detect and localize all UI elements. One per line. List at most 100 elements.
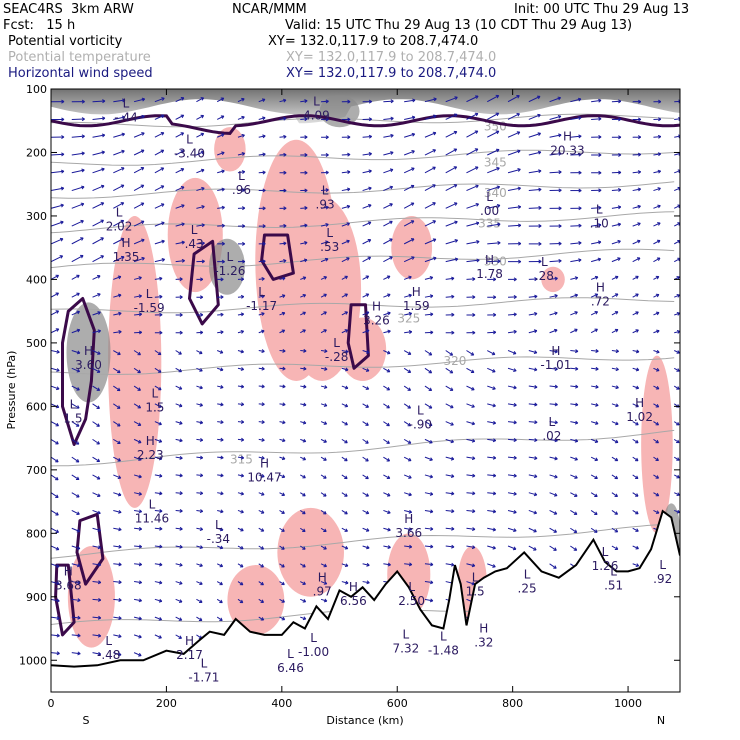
wind-vector: [611, 350, 619, 352]
wind-vector-head: [77, 580, 81, 585]
wind-vector-head: [429, 509, 434, 514]
wind-vector: [570, 225, 582, 227]
wind-vector-head: [118, 652, 122, 657]
x-tick-label: 400: [271, 697, 292, 710]
wind-vector: [611, 492, 618, 497]
wind-vector: [196, 509, 203, 512]
wind-vector-head: [618, 152, 622, 157]
wind-vector: [466, 350, 474, 356]
wind-vector-head: [637, 204, 641, 209]
wind-vector: [528, 474, 538, 478]
wind-vector-head: [302, 492, 306, 497]
wind-vector: [279, 260, 287, 263]
wind-vector-head: [657, 204, 661, 209]
wind-vector-head: [117, 458, 121, 462]
wind-vector: [653, 385, 660, 390]
wind-vector-head: [428, 405, 433, 409]
wind-vector-head: [634, 475, 639, 480]
wind-vector: [673, 367, 680, 372]
wind-vector-head: [96, 405, 100, 409]
extremum-value: 7.32: [393, 642, 420, 656]
wind-vector: [424, 257, 437, 263]
y-tick-label: 300: [26, 210, 47, 223]
wind-vector-head: [574, 420, 579, 425]
wind-vector: [653, 276, 660, 280]
wind-vector-head: [283, 134, 287, 139]
wind-vector-head: [159, 491, 163, 496]
wind-vector-head: [221, 259, 225, 264]
wind-vector: [154, 97, 165, 103]
wind-vector: [133, 220, 145, 227]
wind-vector-head: [655, 275, 660, 280]
wind-vector: [611, 206, 621, 209]
wind-vector-head: [553, 511, 558, 515]
wind-vector: [279, 117, 287, 120]
wind-vector: [445, 166, 457, 174]
wind-vector-head: [534, 438, 538, 443]
wind-vector-head: [386, 440, 390, 444]
wind-vector-head: [368, 134, 373, 139]
wind-vector-head: [472, 312, 476, 317]
wind-vector-head: [121, 115, 126, 120]
wind-vector: [528, 367, 538, 371]
wind-vector: [237, 421, 244, 423]
wind-vector-head: [97, 275, 101, 279]
wind-vector-head: [365, 368, 370, 372]
wind-vector: [383, 168, 394, 174]
wind-vector: [528, 295, 538, 298]
wind-vector: [300, 350, 307, 352]
wind-vector-head: [260, 528, 265, 532]
wind-vector: [51, 274, 59, 280]
wind-vector-head: [138, 580, 143, 585]
wind-vector-head: [55, 310, 60, 314]
wind-vector-head: [428, 369, 433, 374]
wind-vector-head: [220, 312, 224, 317]
wind-vector-head: [240, 509, 244, 514]
wind-vector-head: [59, 237, 64, 242]
wind-vector: [549, 312, 558, 316]
extremum-marker: H: [551, 344, 560, 358]
extremum-marker: H: [404, 512, 413, 526]
wind-vector: [175, 527, 183, 530]
wind-vector-head: [181, 240, 185, 245]
wind-vector-head: [407, 387, 411, 391]
wind-vector-head: [345, 580, 349, 585]
wind-vector-head: [635, 385, 640, 390]
y-tick-label: 900: [26, 591, 47, 604]
wind-vector: [133, 367, 141, 374]
wind-vector-head: [160, 149, 165, 154]
pv-shade-region: [339, 317, 387, 381]
wind-vector: [154, 385, 162, 391]
wind-vector: [175, 223, 185, 227]
wind-vector: [362, 329, 370, 334]
wind-vector: [673, 474, 680, 479]
extremum-marker: H: [260, 456, 269, 470]
wind-vector: [51, 474, 59, 481]
extremum-value: .92: [653, 572, 672, 586]
wind-vector: [237, 598, 244, 604]
wind-vector: [445, 148, 457, 156]
wind-vector: [92, 563, 101, 566]
wind-vector-head: [138, 276, 142, 280]
wind-vector: [445, 239, 458, 245]
wind-vector: [237, 509, 244, 513]
wind-vector-head: [96, 369, 101, 373]
wind-vector: [71, 652, 81, 655]
wind-vector: [611, 421, 619, 425]
wind-vector: [71, 350, 81, 354]
dynamic-tropopause: [51, 114, 680, 135]
extremum-marker: L: [659, 558, 666, 572]
isentrope-label: 345: [484, 155, 507, 169]
wind-vector-head: [475, 184, 479, 189]
wind-vector: [300, 598, 306, 603]
field-xy-pv: XY= 132.0,117.9 to 208.7,474.0: [268, 34, 479, 49]
wind-vector: [113, 312, 122, 316]
extremum-marker: L: [403, 628, 410, 642]
wind-vector: [300, 421, 307, 424]
field-name-wind: Horizontal wind speed: [8, 66, 153, 81]
extremum-marker: L: [123, 96, 130, 110]
wind-vector-head: [325, 99, 329, 104]
wind-vector: [341, 492, 348, 497]
wind-vector: [632, 421, 639, 426]
